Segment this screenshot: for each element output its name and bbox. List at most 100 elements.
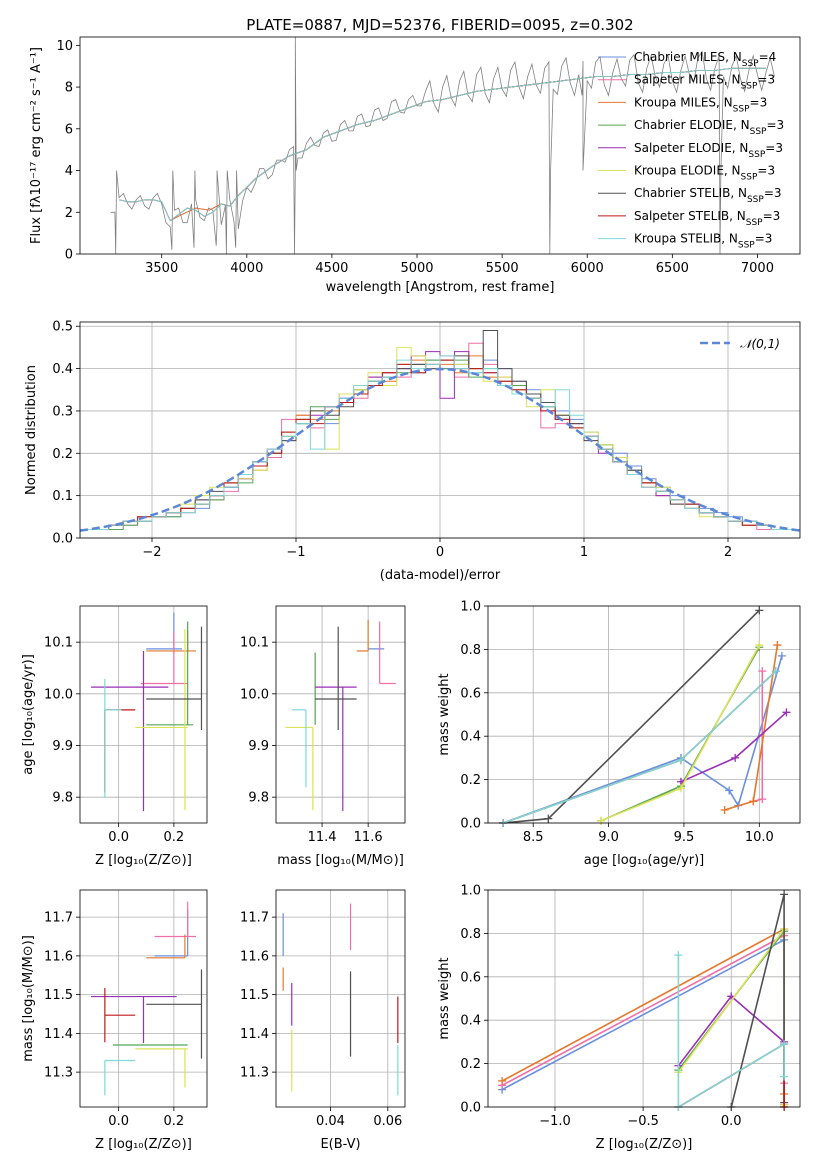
massweight-plot-area (499, 606, 791, 827)
massweight-plot-area (498, 890, 789, 1111)
x-tick-label: 9.0 (598, 830, 619, 845)
y-axis-label: Normed distribution (24, 365, 39, 495)
model-spectrum-line (169, 74, 647, 221)
axes-frame (79, 36, 801, 255)
massweight-marker (773, 641, 782, 650)
massweight-marker (731, 753, 740, 762)
x-tick-label: 4000 (230, 261, 263, 276)
legend-subscript: SSP (742, 59, 759, 69)
x-tick-label: 0.2 (164, 1114, 185, 1129)
x-axis-label: Z [log₁₀(Z/Z⊙)] (95, 853, 192, 868)
massweight-marker (780, 890, 789, 899)
y-tick-label: 11.4 (240, 1027, 269, 1042)
errorbar-plot-area (91, 612, 203, 812)
y-tick-label: 0.1 (52, 489, 73, 504)
y-tick-label: 9.8 (248, 791, 269, 806)
massweight-marker (498, 1076, 507, 1085)
y-axis-label: age [log₁₀(age/yr)] (21, 654, 36, 775)
x-tick-label: 7000 (741, 261, 774, 276)
y-axis-label: mass weight (437, 673, 452, 755)
legend-count: =3 (764, 186, 782, 200)
massweight-line (600, 646, 760, 822)
y-tick-label: 11.3 (240, 1066, 269, 1081)
x-tick-label: 0.2 (164, 830, 185, 845)
x-tick-label: 2 (724, 545, 732, 560)
massweight-marker (755, 641, 764, 650)
legend-label: Kroupa MILES, NSSP=3 (634, 95, 767, 114)
x-axis-label: E(B-V) (320, 1137, 360, 1152)
axes-frame (79, 321, 801, 539)
x-axis-label: age [log₁₀(age/yr)] (584, 853, 705, 868)
legend-subscript: SSP (733, 104, 750, 114)
x-tick-label: 0.0 (721, 1114, 742, 1129)
y-tick-label: 0.6 (460, 970, 481, 985)
figure-title: PLATE=0887, MJD=52376, FIBERID=0095, z=0… (246, 16, 633, 34)
x-tick-label: 0.06 (373, 1114, 402, 1129)
x-tick-label: 11.6 (354, 830, 383, 845)
x-tick-label: 5000 (400, 261, 433, 276)
massweight-marker (544, 814, 553, 823)
y-tick-label: 10.1 (44, 636, 73, 651)
massweight-marker (780, 1072, 789, 1081)
massweight-line (680, 711, 787, 783)
axes-frame (275, 889, 406, 1108)
model-spectrum-line (169, 74, 647, 221)
axes-frame (79, 889, 208, 1108)
y-axis-label: mass weight (437, 957, 452, 1039)
y-tick-label: 9.9 (248, 739, 269, 754)
model-spectrum-line (118, 67, 766, 222)
legend-count: =3 (755, 232, 773, 246)
y-tick-label: 9.9 (52, 739, 73, 754)
model-spectrum-line (229, 69, 698, 207)
y-tick-label: 0.4 (460, 1014, 481, 1029)
x-axis-label: wavelength [Angstrom, rest frame] (326, 280, 555, 295)
y-tick-label: 0.0 (460, 1101, 481, 1116)
model-spectrum-line (229, 69, 698, 207)
model-spectrum-line (169, 74, 647, 221)
massweight-marker (676, 784, 685, 793)
x-tick-label: 3500 (145, 261, 178, 276)
residuals-plot-area (80, 330, 800, 538)
x-tick-label: −0.5 (627, 1114, 659, 1129)
x-tick-label: 0 (436, 545, 444, 560)
massweight-marker (676, 756, 685, 765)
y-tick-label: 4 (65, 164, 73, 179)
massweight-marker (758, 795, 767, 804)
y-tick-label: 10.0 (240, 687, 269, 702)
y-tick-label: 10 (56, 39, 73, 54)
massweight-line (730, 894, 785, 1108)
x-tick-label: 11.4 (308, 830, 337, 845)
y-tick-label: 2 (65, 206, 73, 221)
y-tick-label: 11.7 (240, 911, 269, 926)
x-tick-label: 0.04 (316, 1114, 345, 1129)
x-tick-label: 9.5 (674, 830, 695, 845)
y-tick-label: 0 (65, 248, 73, 263)
legend-subscript: SSP (741, 82, 758, 92)
x-axis-label: (data-model)/error (380, 568, 501, 583)
y-tick-label: 0.3 (52, 404, 73, 419)
legend-label: Kroupa STELIB, NSSP=3 (634, 232, 772, 251)
y-tick-label: 0.6 (460, 686, 481, 701)
legend-count: =3 (763, 209, 781, 223)
y-tick-label: 1.0 (460, 600, 481, 615)
legend-subscript: SSP (741, 173, 758, 183)
y-tick-label: 11.6 (44, 949, 73, 964)
y-axis-label: Flux [fλ10⁻¹⁷ erg cm⁻² s⁻¹ A⁻¹] (29, 47, 44, 244)
normal-curve (80, 367, 800, 532)
legend-count: =3 (765, 141, 783, 155)
x-tick-label: 0.0 (108, 830, 129, 845)
legend-label: Chabrier ELODIE, NSSP=3 (634, 118, 784, 137)
errorbar-plot-area (91, 901, 203, 1096)
y-tick-label: 0.2 (460, 1057, 481, 1072)
y-tick-label: 9.8 (52, 791, 73, 806)
legend-label: Salpeter MILES, NSSP=3 (634, 73, 775, 92)
x-tick-label: 4500 (315, 261, 348, 276)
x-tick-label: 6500 (656, 261, 689, 276)
legend-subscript: SSP (747, 195, 764, 205)
massweight-marker (720, 805, 729, 814)
legend-label: Salpeter ELODIE, NSSP=3 (634, 141, 783, 160)
axes-frame (487, 605, 801, 824)
x-tick-label: −1.0 (539, 1114, 571, 1129)
y-tick-label: 0.8 (460, 643, 481, 658)
massweight-line (677, 955, 785, 1109)
